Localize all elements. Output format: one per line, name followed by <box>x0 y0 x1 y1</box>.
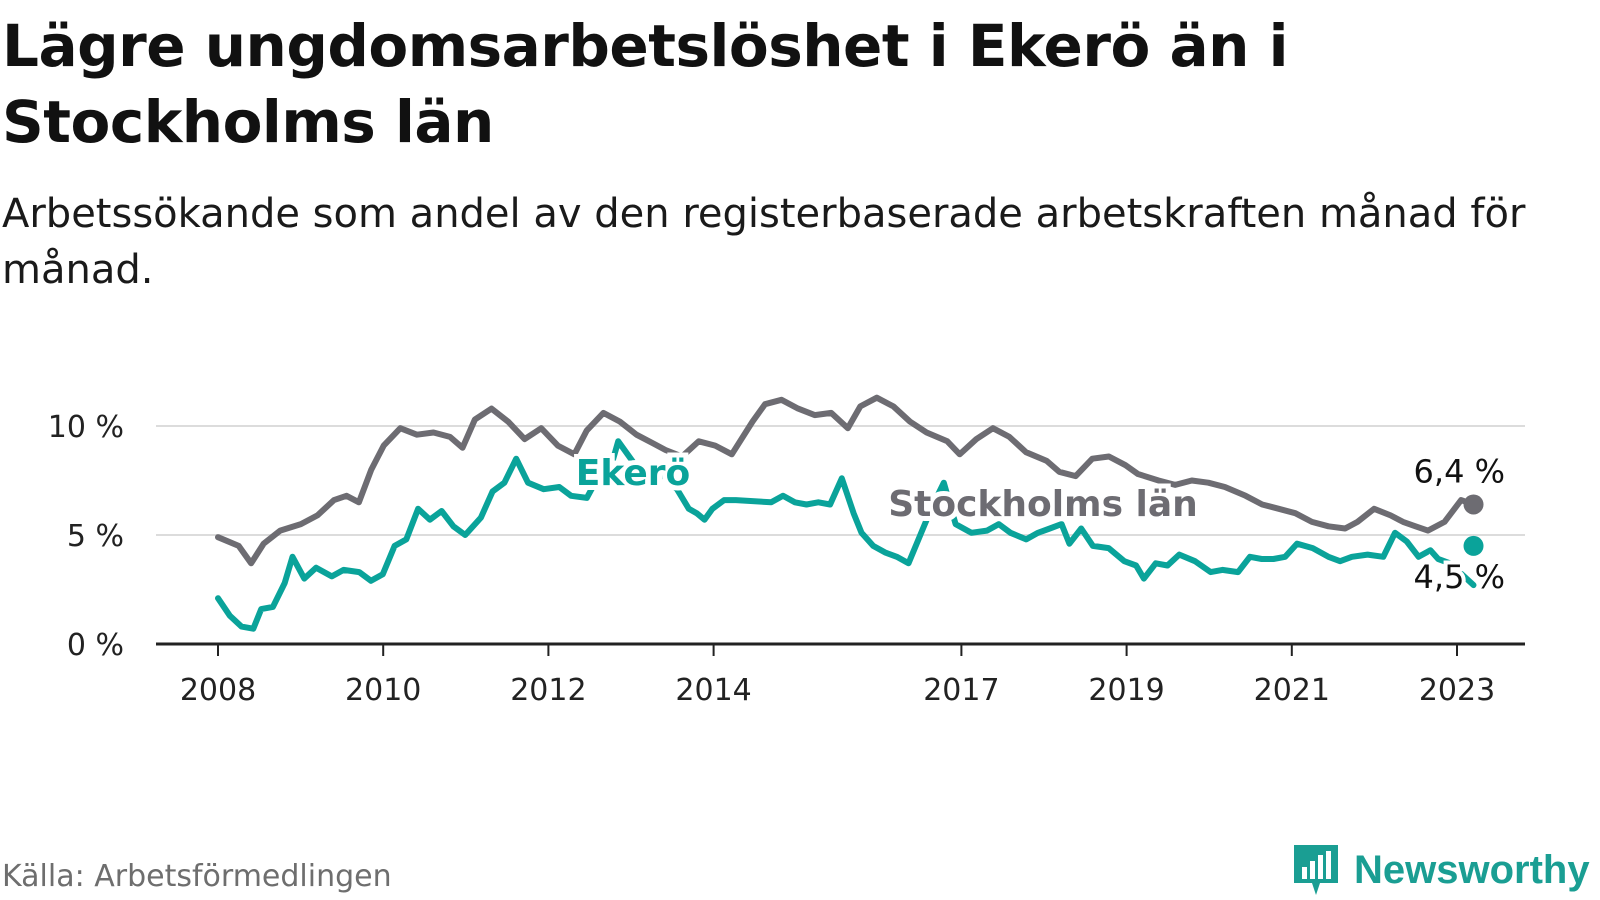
x-tick-label: 2017 <box>923 673 999 708</box>
series-lines <box>215 394 1484 632</box>
chart-title: Lägre ungdomsarbetslöshet i Ekerö än i S… <box>2 12 1289 156</box>
axes: 0 % 5 % 10 % 2008 2010 2012 2014 2017 2019 2021 20… <box>48 410 1525 708</box>
x-tick-label: 2012 <box>510 673 586 708</box>
newsworthy-logo-icon <box>1294 845 1338 895</box>
y-tick-label: 5 % <box>67 519 124 554</box>
brand-logo: Newsworthy <box>1290 840 1590 900</box>
series-line-ekero <box>215 438 1477 632</box>
series-end-label: 6,4 % <box>1414 452 1505 490</box>
y-tick-label: 10 % <box>48 410 124 445</box>
series-line-stockholm <box>215 394 1477 567</box>
x-tick-label: 2021 <box>1254 673 1330 708</box>
chart-subtitle: Arbetssökande som andel av den registerb… <box>2 191 1526 293</box>
source-note: Källa: Arbetsförmedlingen <box>2 859 392 894</box>
series-end-dot <box>1463 494 1484 515</box>
series-end-label: 4,5 % <box>1414 558 1505 596</box>
gridlines <box>156 425 1525 536</box>
chart-labels: 6,4 % Stockholms län 4,5 % Ekerö <box>571 448 1509 600</box>
line-chart: 0 % 5 % 10 % 2008 2010 2012 2014 2017 2019 2021 20… <box>48 394 1525 708</box>
x-tick-label: 2019 <box>1088 673 1164 708</box>
y-tick-label: 0 % <box>67 628 124 663</box>
x-tick-label: 2008 <box>180 673 256 708</box>
series-name-label: Stockholms län <box>888 484 1198 525</box>
series-end-dot <box>1463 535 1484 556</box>
x-tick-label: 2023 <box>1419 673 1495 708</box>
x-tick-label: 2014 <box>675 673 751 708</box>
x-tick-label: 2010 <box>345 673 421 708</box>
series-name-label: Ekerö <box>576 453 690 494</box>
brand-name: Newsworthy <box>1354 848 1590 892</box>
